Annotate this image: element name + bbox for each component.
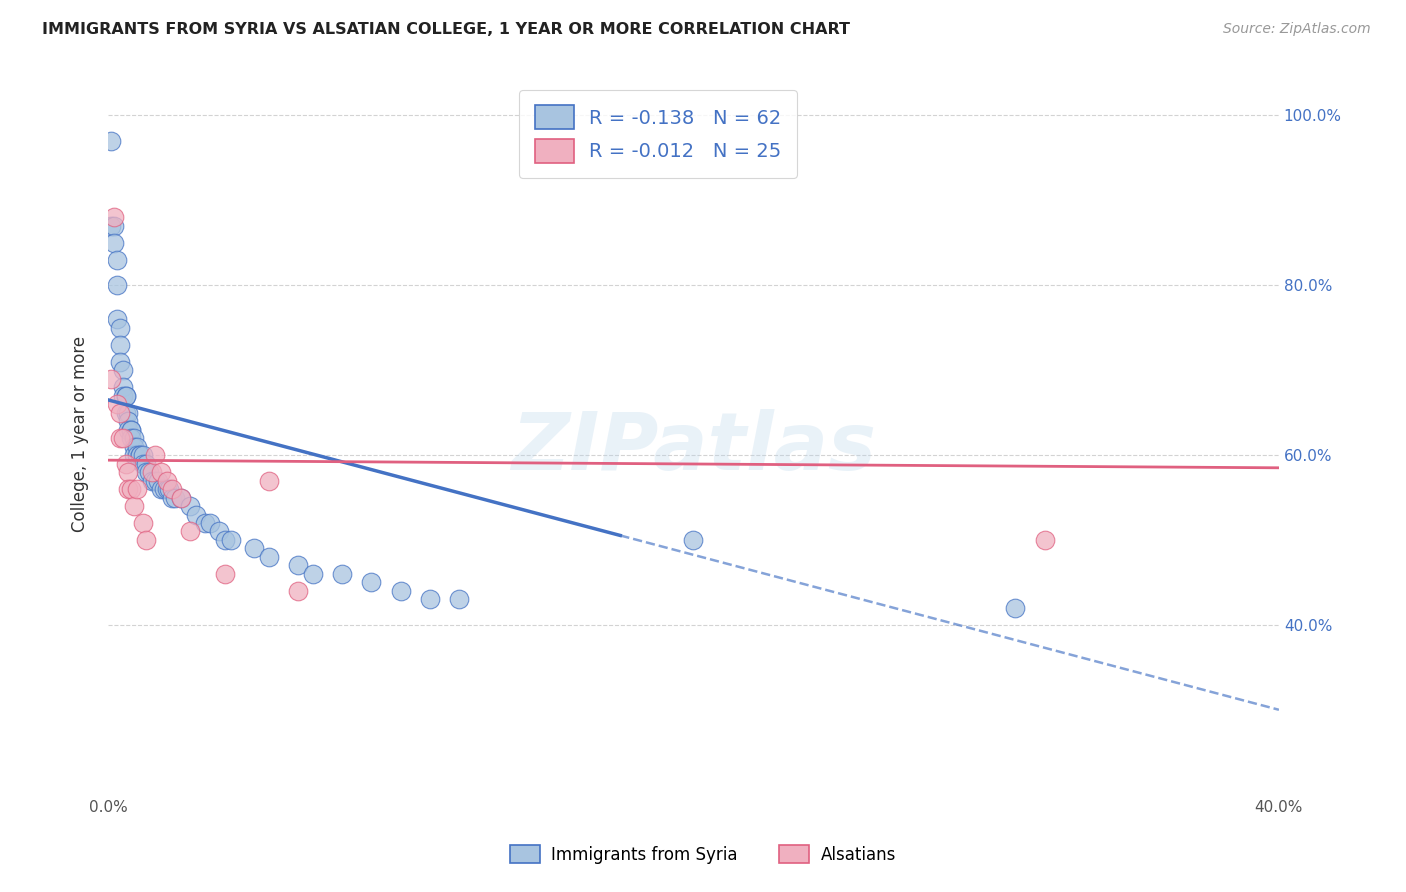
Point xyxy=(114,457,136,471)
Point xyxy=(124,448,146,462)
Point xyxy=(108,337,131,351)
Point xyxy=(243,541,266,556)
Point xyxy=(111,389,134,403)
Point xyxy=(162,482,184,496)
Point xyxy=(208,524,231,539)
Point xyxy=(214,566,236,581)
Point xyxy=(214,533,236,547)
Point xyxy=(330,566,353,581)
Point xyxy=(135,457,157,471)
Point xyxy=(141,474,163,488)
Point xyxy=(105,312,128,326)
Y-axis label: College, 1 year or more: College, 1 year or more xyxy=(72,335,89,532)
Point xyxy=(129,448,152,462)
Point xyxy=(120,423,142,437)
Point xyxy=(120,423,142,437)
Point xyxy=(257,549,280,564)
Point xyxy=(141,465,163,479)
Point xyxy=(127,448,149,462)
Point xyxy=(184,508,207,522)
Point xyxy=(219,533,242,547)
Point xyxy=(257,474,280,488)
Point xyxy=(449,592,471,607)
Point xyxy=(111,363,134,377)
Point xyxy=(105,252,128,267)
Point xyxy=(302,566,325,581)
Point xyxy=(149,482,172,496)
Text: ZIPatlas: ZIPatlas xyxy=(510,409,876,487)
Point xyxy=(100,371,122,385)
Point xyxy=(132,457,155,471)
Point xyxy=(152,482,174,496)
Point xyxy=(108,431,131,445)
Point xyxy=(165,491,187,505)
Legend: R = -0.138   N = 62, R = -0.012   N = 25: R = -0.138 N = 62, R = -0.012 N = 25 xyxy=(519,90,797,178)
Point xyxy=(159,482,181,496)
Point xyxy=(682,533,704,547)
Point xyxy=(124,499,146,513)
Point xyxy=(143,448,166,462)
Point xyxy=(108,320,131,334)
Point xyxy=(114,389,136,403)
Point xyxy=(117,482,139,496)
Point xyxy=(127,440,149,454)
Text: IMMIGRANTS FROM SYRIA VS ALSATIAN COLLEGE, 1 YEAR OR MORE CORRELATION CHART: IMMIGRANTS FROM SYRIA VS ALSATIAN COLLEG… xyxy=(42,22,851,37)
Point xyxy=(103,219,125,233)
Point xyxy=(124,431,146,445)
Point xyxy=(103,211,125,225)
Point xyxy=(1033,533,1056,547)
Point xyxy=(117,465,139,479)
Point xyxy=(179,524,201,539)
Point xyxy=(114,389,136,403)
Point xyxy=(287,558,309,573)
Point xyxy=(146,474,169,488)
Point xyxy=(108,354,131,368)
Text: Source: ZipAtlas.com: Source: ZipAtlas.com xyxy=(1223,22,1371,37)
Point xyxy=(111,380,134,394)
Point xyxy=(170,491,193,505)
Point xyxy=(117,414,139,428)
Point xyxy=(124,440,146,454)
Point xyxy=(200,516,222,530)
Legend: Immigrants from Syria, Alsatians: Immigrants from Syria, Alsatians xyxy=(503,838,903,871)
Point xyxy=(135,465,157,479)
Point xyxy=(117,406,139,420)
Point xyxy=(389,583,412,598)
Point xyxy=(132,448,155,462)
Point xyxy=(108,406,131,420)
Point xyxy=(111,431,134,445)
Point xyxy=(100,219,122,233)
Point xyxy=(100,134,122,148)
Point xyxy=(162,491,184,505)
Point xyxy=(103,235,125,250)
Point xyxy=(1004,601,1026,615)
Point xyxy=(155,482,177,496)
Point xyxy=(419,592,441,607)
Point xyxy=(149,465,172,479)
Point xyxy=(127,482,149,496)
Point xyxy=(105,397,128,411)
Point xyxy=(194,516,217,530)
Point xyxy=(287,583,309,598)
Point xyxy=(179,499,201,513)
Point xyxy=(117,423,139,437)
Point xyxy=(170,491,193,505)
Point xyxy=(114,406,136,420)
Point xyxy=(135,533,157,547)
Point xyxy=(360,575,382,590)
Point xyxy=(129,448,152,462)
Point xyxy=(155,474,177,488)
Point xyxy=(143,474,166,488)
Point xyxy=(120,431,142,445)
Point xyxy=(138,465,160,479)
Point xyxy=(105,278,128,293)
Point xyxy=(120,482,142,496)
Point xyxy=(132,516,155,530)
